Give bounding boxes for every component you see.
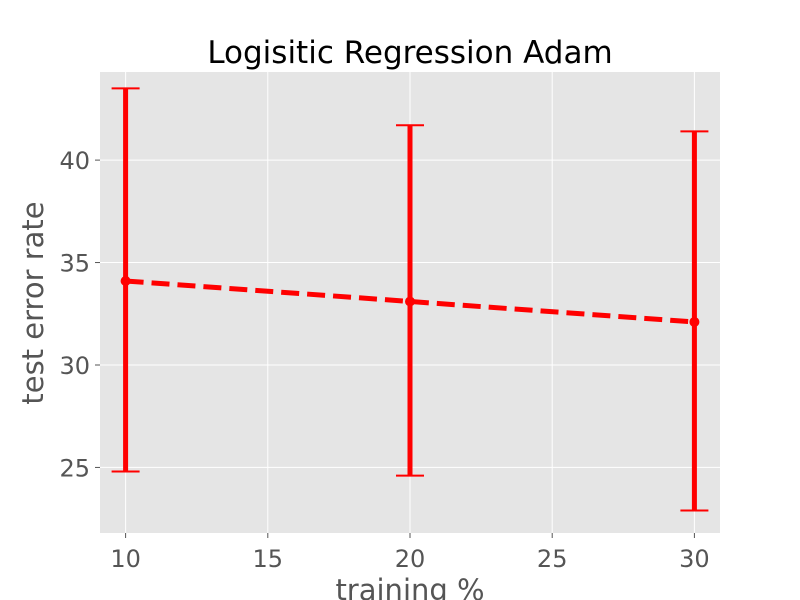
y-tick-label: 25 xyxy=(59,454,90,482)
y-tick-label: 40 xyxy=(59,147,90,175)
x-tick-label: 15 xyxy=(253,545,284,573)
series-line xyxy=(125,278,695,325)
y-axis-title: test error rate xyxy=(16,201,50,404)
y-tick-label: 30 xyxy=(59,352,90,380)
x-tick-label: 25 xyxy=(537,545,568,573)
data-series xyxy=(111,87,709,512)
y-ticks: 25 30 35 40 xyxy=(59,147,100,482)
data-point xyxy=(405,296,415,307)
data-point xyxy=(120,275,131,286)
y-tick-label: 35 xyxy=(59,250,90,278)
x-tick-label: 10 xyxy=(110,545,141,573)
data-point xyxy=(689,316,700,327)
x-tick-label: 30 xyxy=(679,545,710,573)
x-axis-title: training % xyxy=(335,573,484,600)
x-tick-label: 20 xyxy=(395,545,426,573)
x-ticks: 10 15 20 25 30 xyxy=(110,533,710,573)
chart-title: Logisitic Regression Adam xyxy=(207,35,612,71)
